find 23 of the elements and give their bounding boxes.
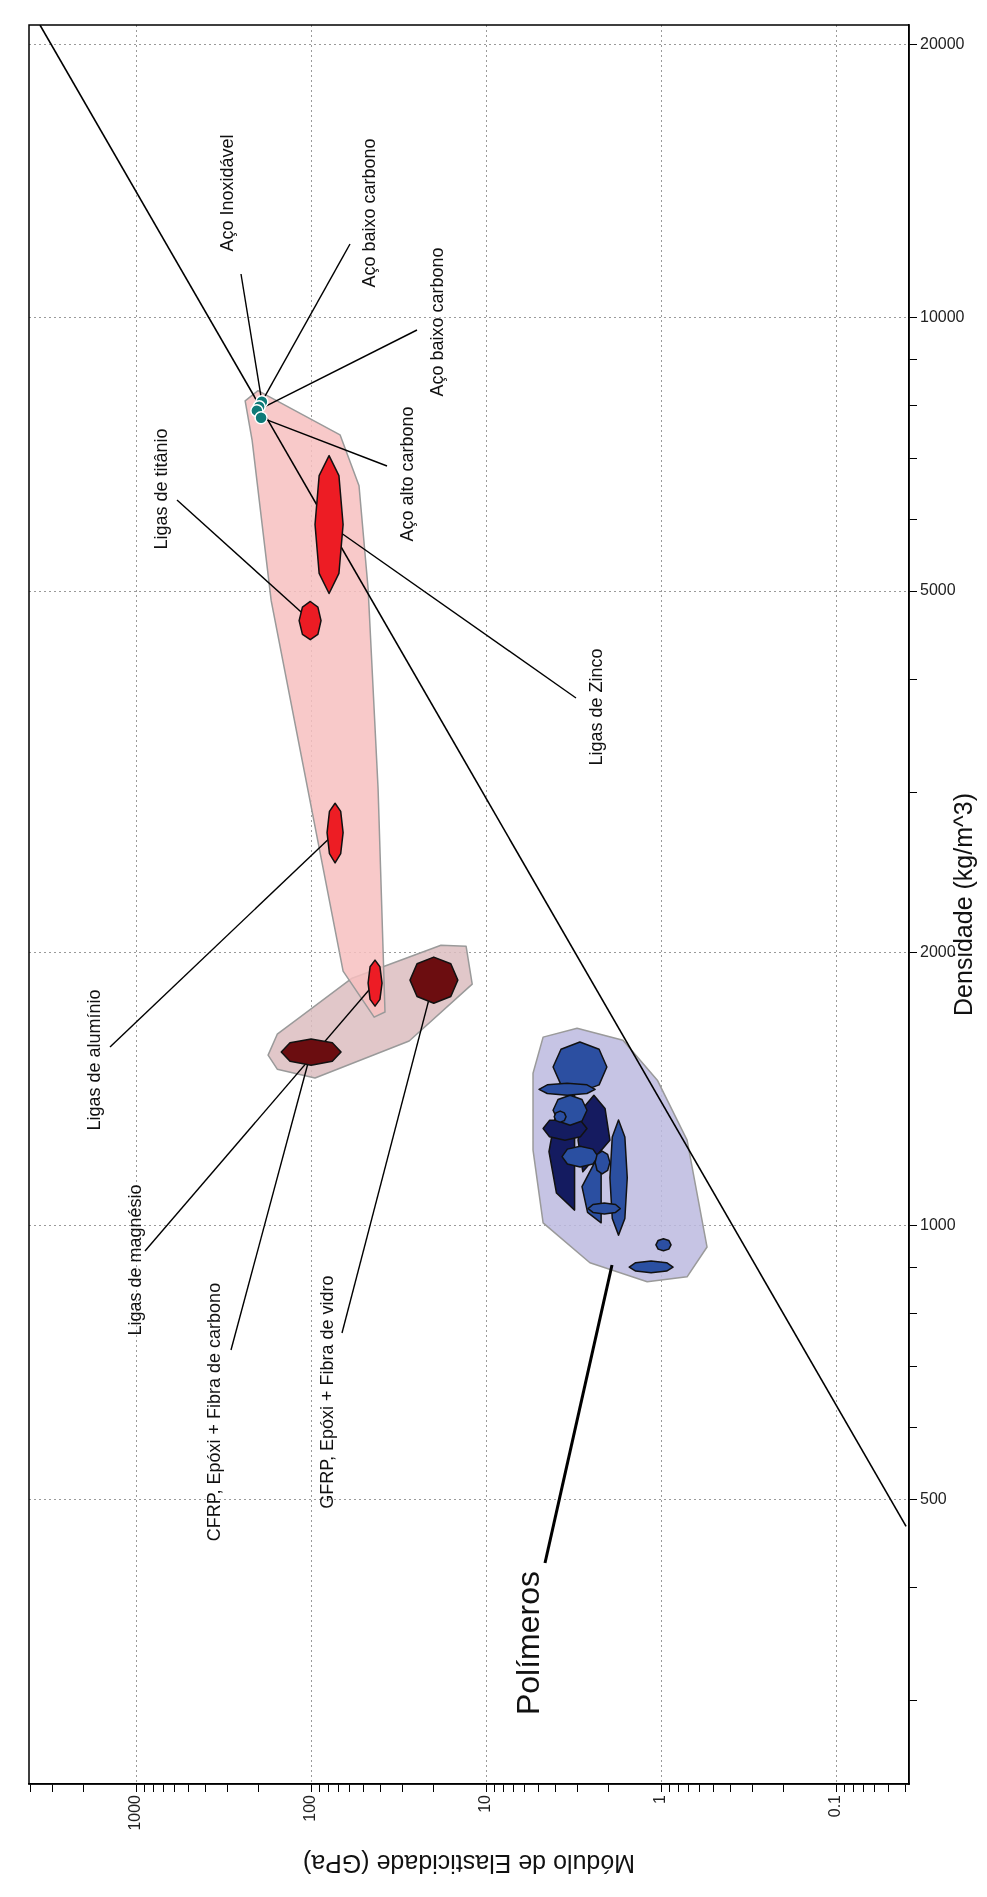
x-tick-label: 0.1 — [826, 1794, 844, 1818]
y-tick-label: 1000 — [920, 1216, 956, 1234]
annotation: GFRP, Epóxi + Fibra de vidro — [316, 1275, 337, 1509]
annotation: Polímeros — [509, 1570, 546, 1716]
y-tick-label: 20000 — [920, 34, 965, 52]
annotation: Ligas de Zinco — [585, 648, 606, 766]
y-tick-label: 2000 — [920, 942, 956, 960]
x-tick-label: 1000 — [126, 1794, 144, 1831]
y-tick-label: 5000 — [920, 581, 956, 599]
x-axis-title: Módulo de Elasticidade (GPa) — [302, 1850, 636, 1879]
annotation: Ligas de alumínio — [83, 989, 104, 1131]
x-tick-label: 10 — [476, 1794, 494, 1813]
annotation: CFRP, Epóxi + Fibra de carbono — [203, 1282, 224, 1542]
annotation: Aço baixo carbono — [358, 138, 379, 288]
annotation: Ligas de titânio — [150, 428, 171, 550]
y-tick-label: 10000 — [920, 308, 965, 326]
annotation: Aço baixo carbono — [426, 247, 447, 397]
annotation: Aço alto carbono — [396, 406, 417, 542]
x-tick-label: 1 — [651, 1794, 669, 1804]
annotation: Aço Inoxidável — [216, 134, 237, 252]
x-tick-label: 100 — [301, 1794, 319, 1822]
y-tick-label: 500 — [920, 1489, 947, 1507]
annotation: Ligas de magnésio — [124, 1184, 145, 1336]
